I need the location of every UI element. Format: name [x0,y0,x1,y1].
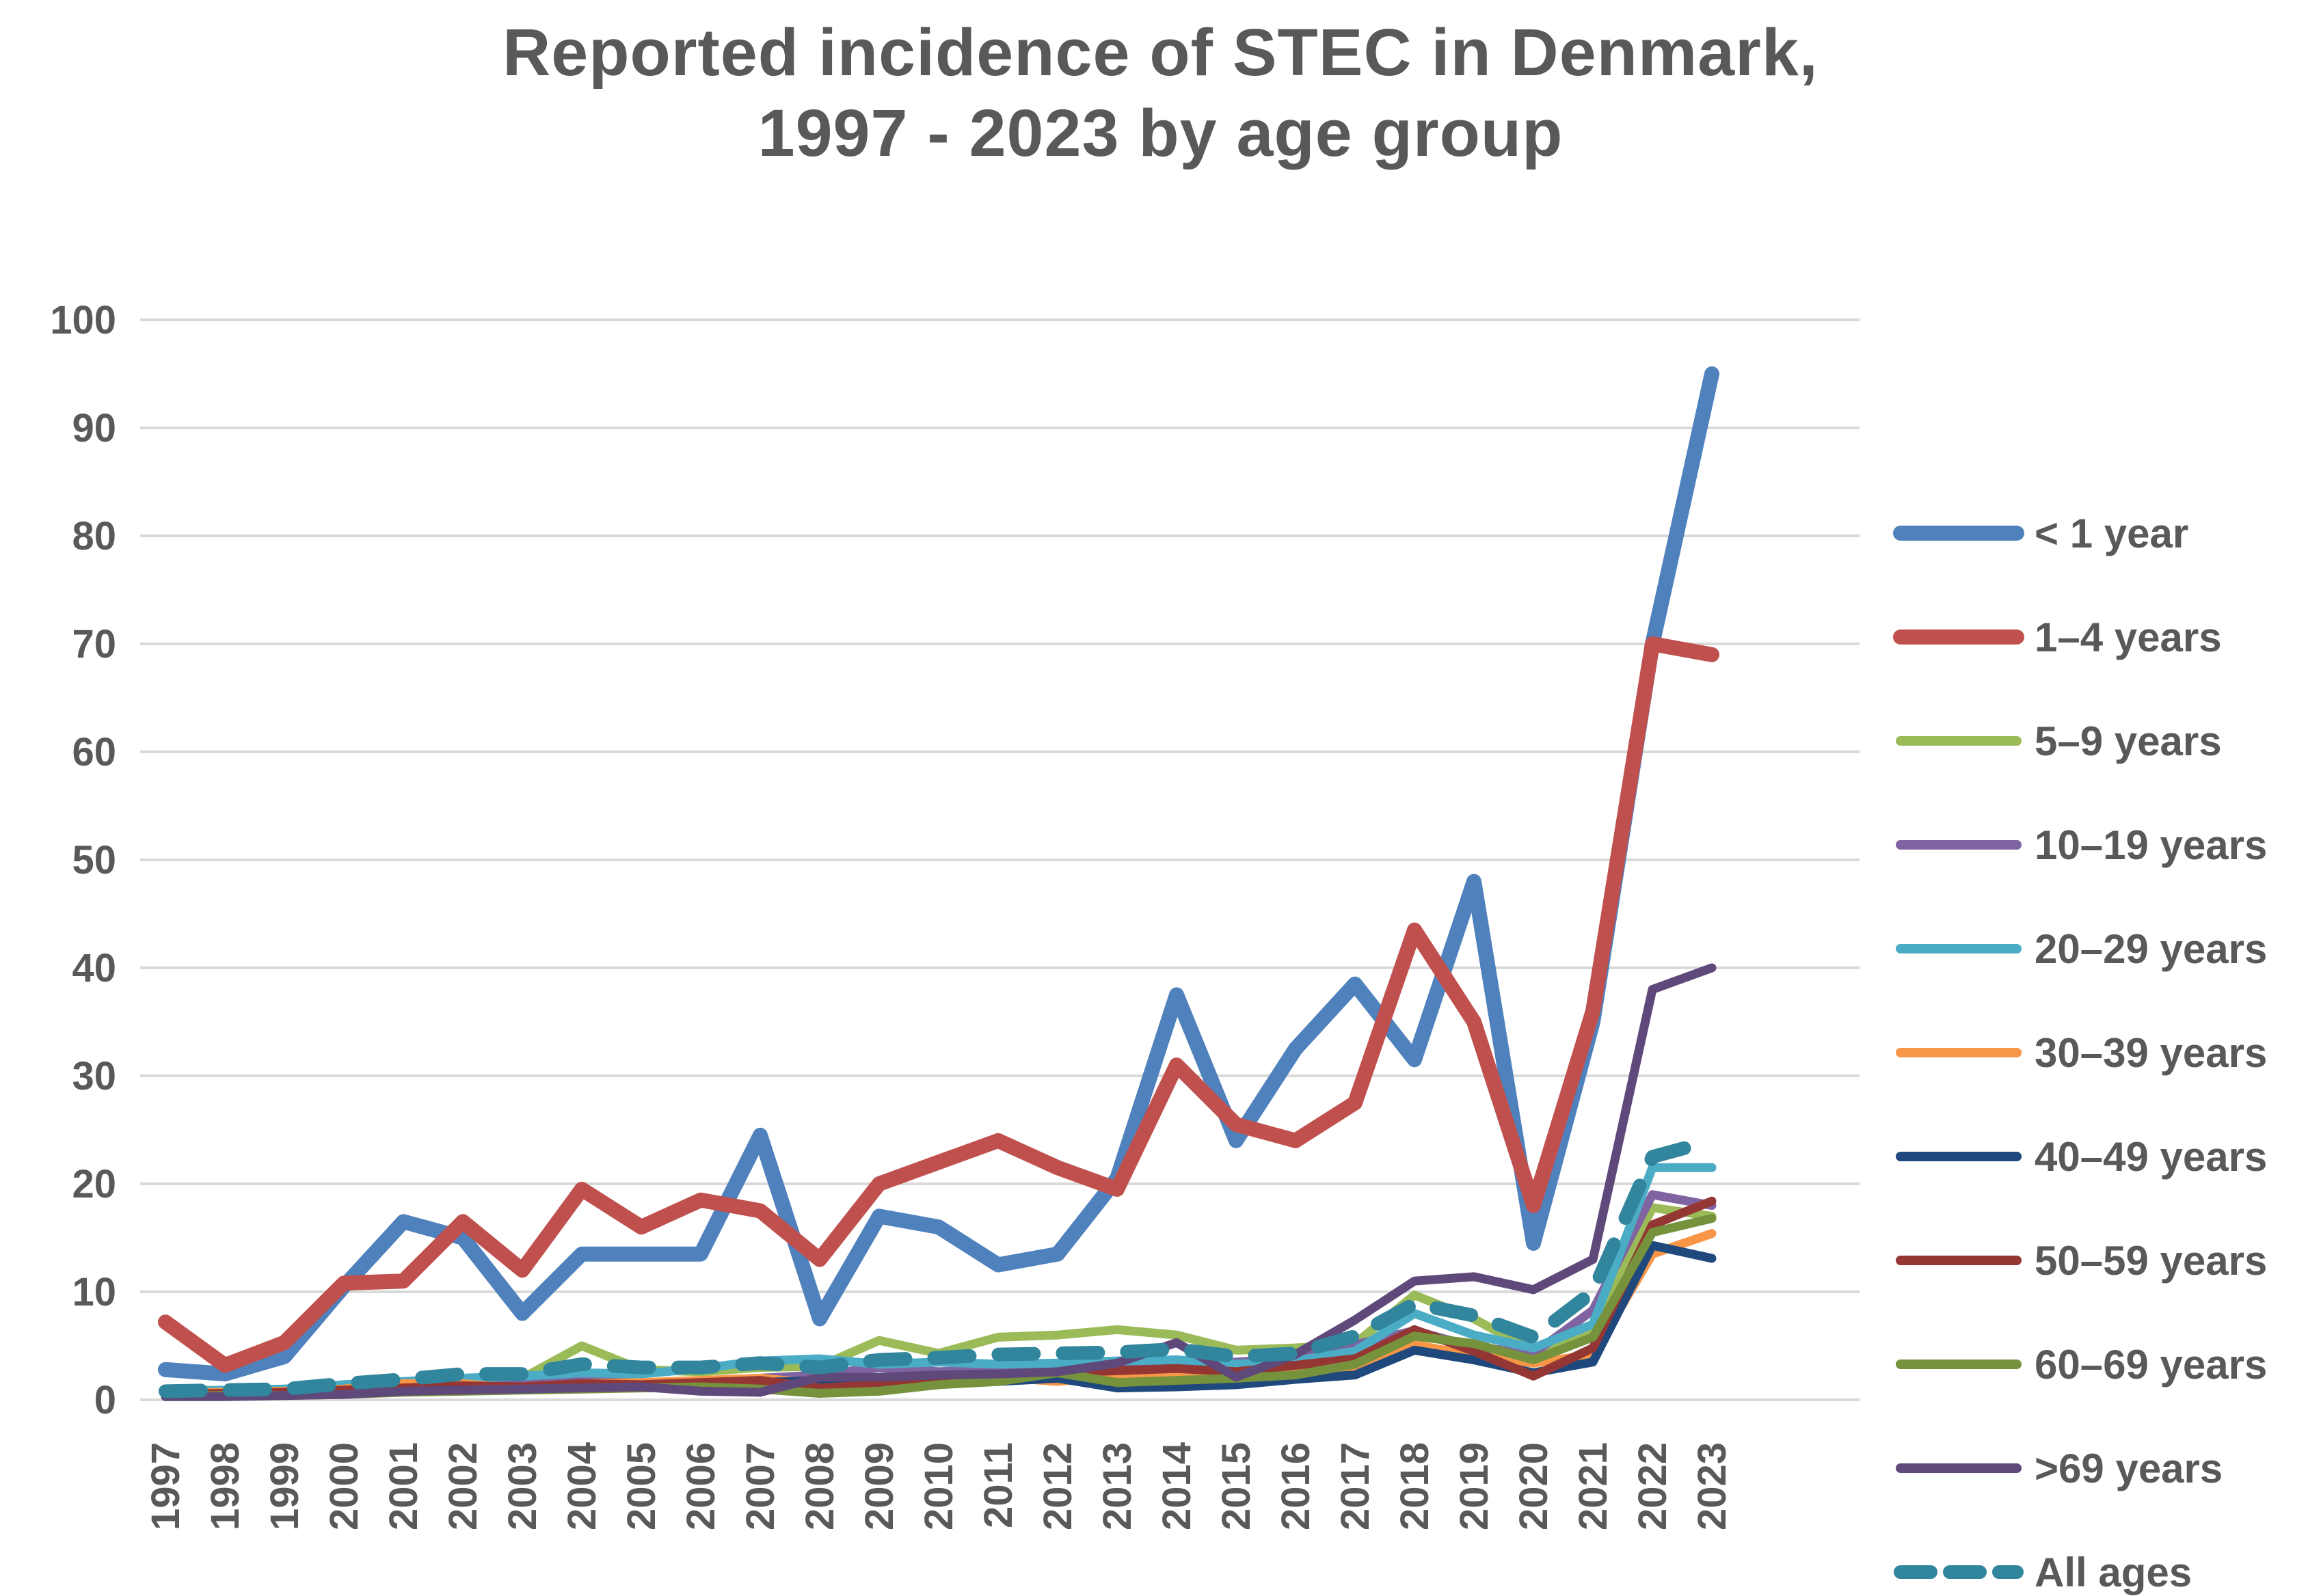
x-axis-label-1997: 1997 [144,1442,188,1530]
x-axis-label-2023: 2023 [1690,1442,1734,1530]
x-axis-label-2022: 2022 [1631,1442,1675,1530]
y-axis-label-90: 90 [72,406,116,450]
legend-label-5-9-years: 5–9 years [2035,718,2222,764]
y-axis-label-30: 30 [72,1054,116,1098]
x-axis-label-2018: 2018 [1393,1442,1437,1530]
x-axis-label-1998: 1998 [203,1442,247,1530]
legend-label--69-years: >69 years [2035,1446,2223,1491]
y-axis-label-80: 80 [72,514,116,558]
legend-label-all-ages: All ages [2035,1550,2192,1595]
x-axis-label-2002: 2002 [441,1442,485,1530]
x-axis-label-2006: 2006 [679,1442,723,1530]
series-line-all-ages [159,1133,1719,1398]
legend-label-30-39-years: 30–39 years [2035,1030,2267,1076]
x-axis-label-2001: 2001 [381,1442,426,1530]
legend-label-10-19-years: 10–19 years [2035,822,2267,868]
y-axis-label-0: 0 [94,1378,116,1422]
legend-label-60-69-years: 60–69 years [2035,1342,2267,1388]
x-axis-label-1999: 1999 [263,1442,307,1530]
x-axis-label-2016: 2016 [1274,1442,1318,1530]
y-axis-label-20: 20 [72,1162,116,1206]
x-axis-label-2010: 2010 [917,1442,961,1530]
x-axis-label-2013: 2013 [1095,1442,1140,1530]
x-axis-label-2004: 2004 [560,1442,604,1530]
x-axis-label-2015: 2015 [1214,1442,1259,1530]
series-line--1-year [158,366,1719,1382]
series-line-1-4-years [158,636,1719,1373]
chart-title-line2: 1997 - 2023 by age group [757,96,1564,171]
x-axis-label-2012: 2012 [1036,1442,1080,1530]
y-axis-label-100: 100 [50,298,116,342]
legend-label-50-59-years: 50–59 years [2035,1238,2267,1284]
x-axis-label-2007: 2007 [738,1442,783,1530]
chart-title-line1: Reported incidence of STEC in Denmark, [502,15,1819,90]
legend-label-1-4-years: 1–4 years [2035,614,2222,660]
y-axis-label-40: 40 [72,946,116,990]
x-axis-label-2003: 2003 [500,1442,545,1530]
y-axis-label-50: 50 [72,838,116,882]
y-axis-label-10: 10 [72,1270,116,1314]
x-axis-label-2020: 2020 [1512,1442,1556,1530]
y-axis-label-60: 60 [72,730,116,774]
x-axis-label-2019: 2019 [1452,1442,1497,1530]
x-axis-label-2021: 2021 [1571,1442,1615,1530]
legend-label--1-year: < 1 year [2035,511,2188,556]
y-axis-label-70: 70 [72,622,116,666]
x-axis-label-2011: 2011 [976,1442,1021,1528]
legend-label-40-49-years: 40–49 years [2035,1134,2267,1180]
x-axis-label-2000: 2000 [322,1442,366,1530]
series-line--69-years [161,963,1717,1401]
legend-label-20-29-years: 20–29 years [2035,926,2267,972]
x-axis-label-2009: 2009 [857,1442,902,1530]
x-axis-label-2014: 2014 [1155,1442,1199,1530]
x-axis-label-2005: 2005 [619,1442,664,1530]
x-axis-label-2008: 2008 [798,1442,842,1530]
x-axis-label-2017: 2017 [1333,1442,1378,1530]
chart-title: Reported incidence of STEC in Denmark, 1… [0,12,2321,174]
